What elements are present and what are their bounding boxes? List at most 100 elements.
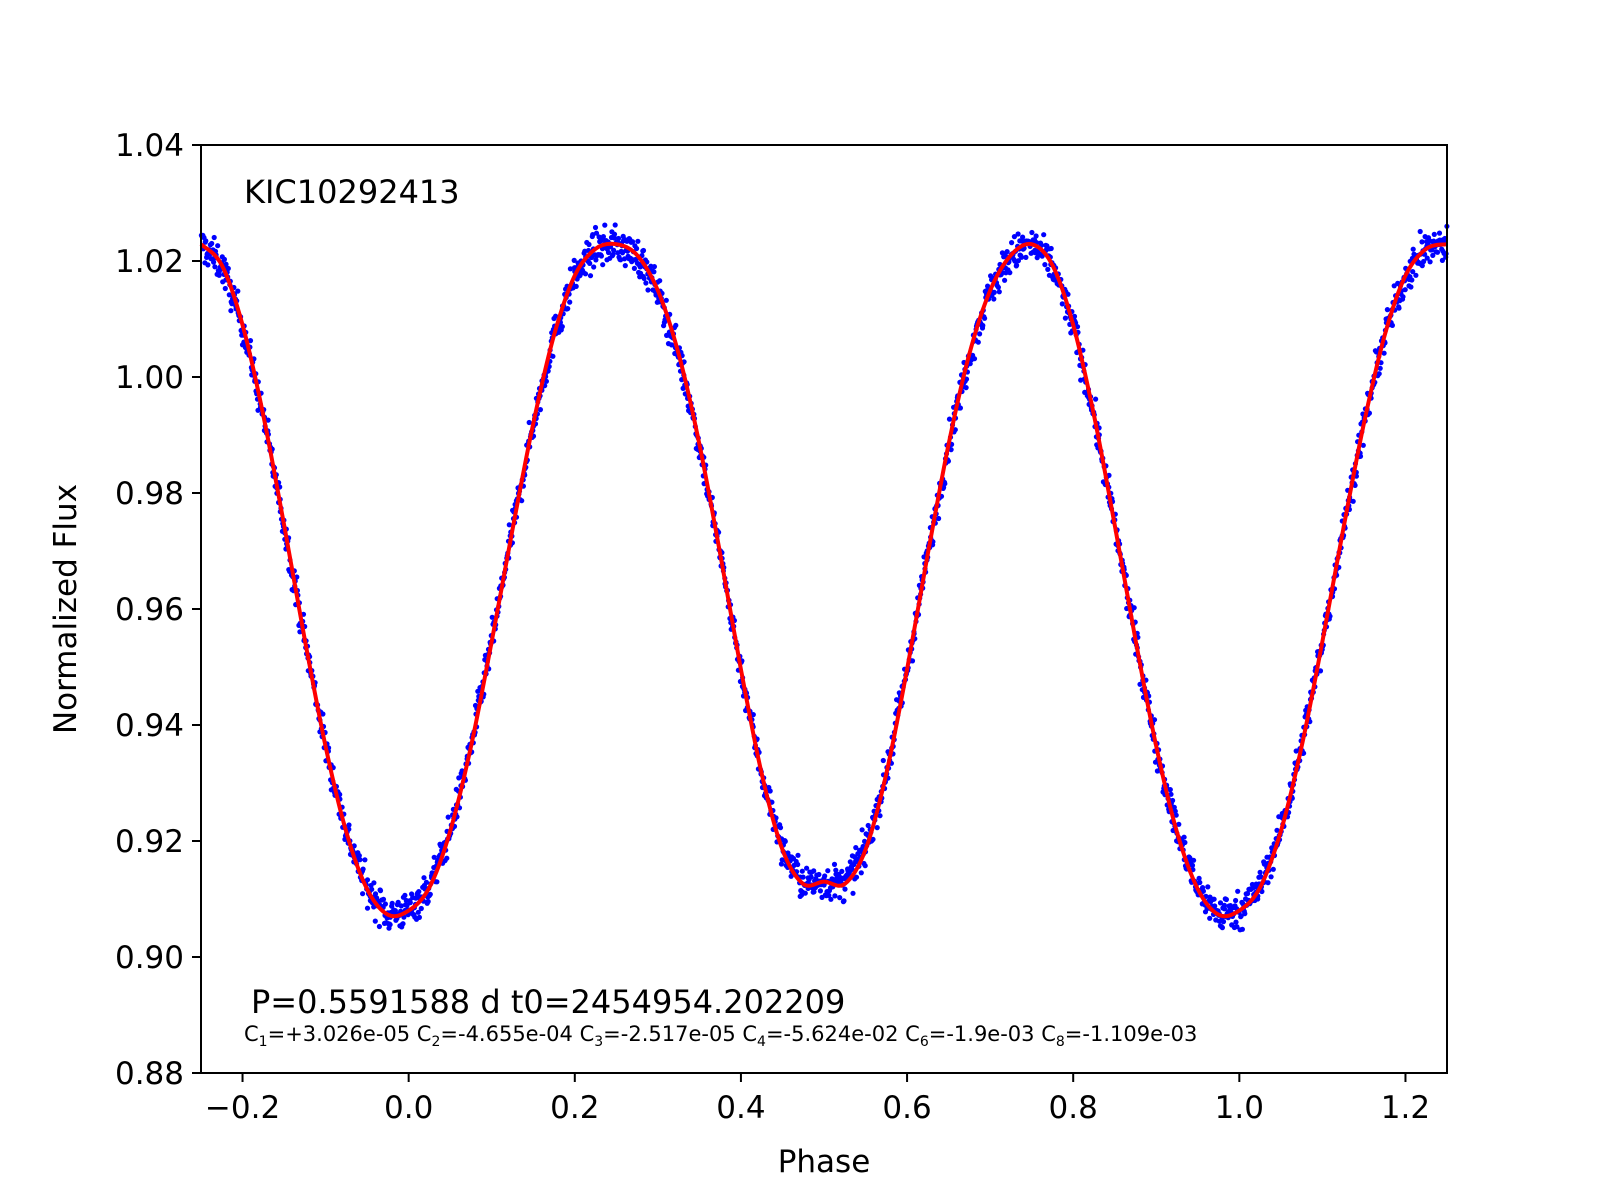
data-point	[865, 822, 871, 829]
data-point	[1045, 266, 1051, 272]
data-point	[1093, 396, 1099, 402]
data-point	[222, 285, 228, 292]
x-tick-label: 0.8	[1049, 1090, 1098, 1126]
data-point	[651, 269, 657, 275]
data-point	[634, 245, 640, 252]
data-point	[1439, 257, 1445, 263]
x-tick-label: 0.6	[882, 1090, 931, 1126]
x-tick-label: 0.4	[716, 1090, 765, 1126]
data-point	[416, 914, 422, 921]
y-tick-label: 0.96	[115, 592, 184, 628]
data-point	[247, 338, 254, 344]
plot-frame	[200, 144, 1448, 1074]
data-point	[1205, 884, 1211, 890]
data-point	[795, 861, 801, 868]
data-point	[816, 871, 822, 878]
data-point	[1173, 812, 1179, 818]
data-point	[1074, 324, 1081, 330]
data-point	[537, 407, 544, 413]
data-point	[372, 918, 378, 924]
data-point	[880, 757, 886, 764]
coefficient-name: C	[736, 1022, 757, 1046]
model-curve	[199, 241, 1448, 919]
y-tick-label: 0.98	[115, 476, 184, 512]
coefficient-value: =-2.517e-05	[603, 1022, 736, 1046]
data-point	[663, 297, 669, 303]
data-point	[587, 273, 594, 279]
data-point	[415, 909, 421, 915]
data-point	[995, 284, 1002, 290]
data-point	[640, 247, 647, 254]
y-tick-label: 0.88	[115, 1056, 184, 1092]
data-point	[982, 315, 988, 321]
data-point	[212, 264, 218, 270]
data-point	[957, 405, 964, 411]
data-point	[265, 417, 271, 423]
data-point	[1048, 245, 1054, 252]
data-point	[842, 886, 848, 892]
x-tick-label: −0.2	[205, 1090, 280, 1126]
data-point	[593, 257, 599, 263]
data-point	[587, 260, 593, 266]
data-point	[600, 262, 606, 268]
data-point	[837, 895, 843, 901]
data-point	[777, 825, 784, 831]
data-point	[1029, 229, 1035, 236]
data-point	[1065, 291, 1071, 297]
data-point	[1170, 797, 1176, 804]
data-point	[211, 259, 217, 265]
data-point	[1062, 315, 1068, 321]
data-point	[1233, 897, 1239, 904]
data-point	[506, 522, 512, 528]
data-point	[369, 886, 375, 892]
coefficient-value: =-1.9e-03	[929, 1022, 1035, 1046]
data-point	[1004, 249, 1010, 255]
coefficients-label: C1=+3.026e-05 C2=-4.655e-04 C3=-2.517e-0…	[244, 1022, 1197, 1050]
data-point	[1242, 911, 1248, 917]
data-point	[553, 313, 559, 319]
data-point	[1396, 305, 1402, 311]
data-point	[874, 825, 880, 831]
data-point	[376, 923, 382, 930]
data-point	[1182, 839, 1188, 846]
data-point	[831, 861, 838, 868]
x-tick-label: 1.2	[1381, 1090, 1430, 1126]
data-point	[975, 339, 981, 345]
data-point	[1007, 270, 1013, 276]
model-layer	[199, 241, 1448, 919]
data-point	[618, 257, 624, 263]
data-point	[1274, 827, 1280, 833]
data-point	[600, 234, 607, 240]
data-point	[586, 241, 592, 248]
data-point	[360, 866, 366, 872]
data-point	[1014, 262, 1020, 268]
data-point	[1200, 888, 1206, 894]
data-point	[1402, 287, 1408, 293]
data-point	[602, 222, 608, 228]
data-point	[1436, 230, 1443, 236]
data-point	[567, 299, 573, 305]
data-point	[1384, 307, 1390, 313]
y-axis-label: Normalized Flux	[48, 484, 84, 734]
data-point	[1400, 294, 1406, 300]
data-point	[817, 888, 824, 894]
data-point	[1015, 258, 1022, 264]
data-point	[456, 775, 462, 781]
data-point	[1020, 234, 1026, 240]
coefficient-value: =-5.624e-02	[766, 1022, 899, 1046]
data-point	[1137, 681, 1143, 687]
data-point	[1221, 906, 1228, 912]
data-point	[641, 275, 647, 281]
data-point	[364, 877, 371, 883]
data-point	[593, 230, 600, 236]
data-point	[909, 658, 916, 664]
data-point	[444, 855, 450, 861]
data-point	[615, 235, 622, 242]
data-point	[1197, 879, 1203, 886]
data-point	[657, 278, 663, 284]
data-point	[427, 891, 433, 897]
data-point	[1293, 748, 1299, 754]
data-point	[559, 324, 565, 330]
data-point	[1181, 834, 1187, 840]
